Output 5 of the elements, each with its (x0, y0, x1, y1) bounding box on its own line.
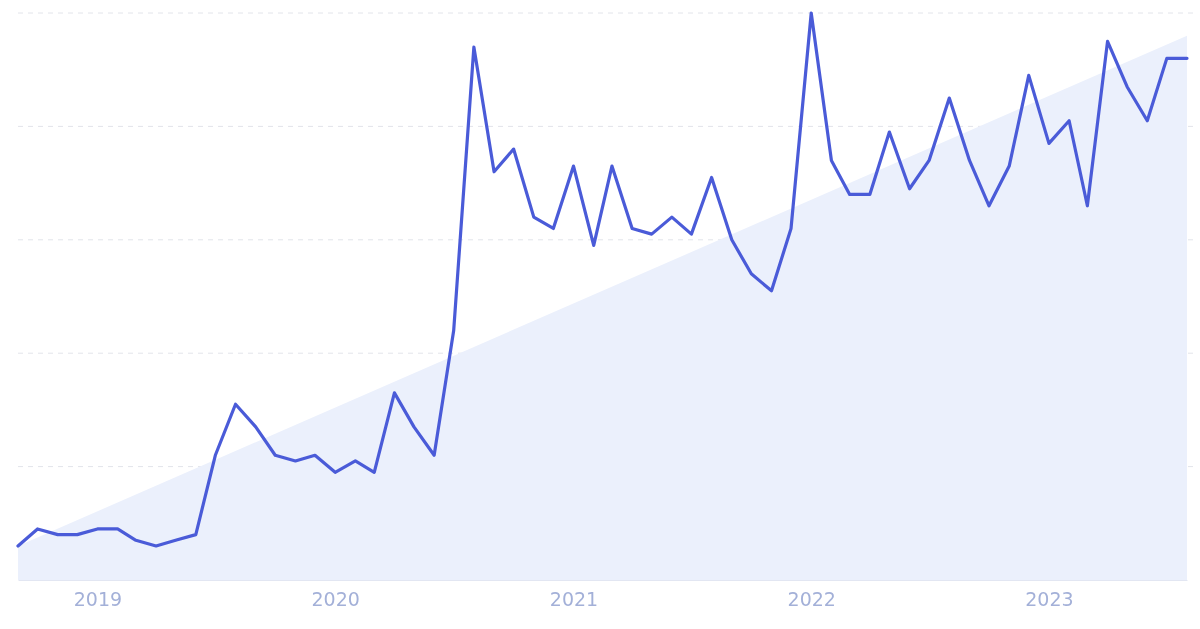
x-tick-label: 2021 (549, 588, 599, 611)
x-tick-label: 2020 (311, 588, 360, 611)
x-tick-label: 2022 (787, 588, 836, 611)
x-tick-label: 2023 (1025, 588, 1074, 611)
x-tick-label: 2019 (73, 588, 123, 611)
